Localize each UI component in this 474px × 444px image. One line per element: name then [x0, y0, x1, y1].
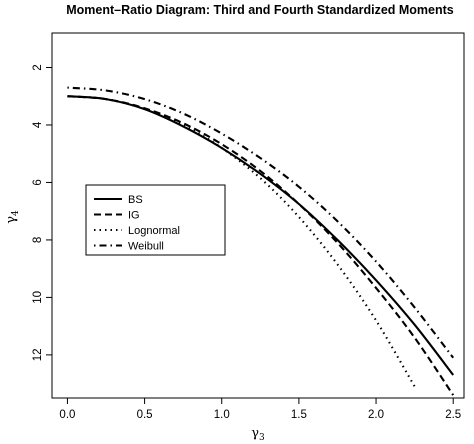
legend-label-ig: IG	[128, 210, 140, 222]
y-tick-label: 6	[32, 179, 44, 185]
y-tick-label: 8	[32, 237, 44, 243]
y-tick-label: 10	[32, 291, 44, 304]
y-tick-label: 2	[32, 64, 44, 70]
y-axis-label: γ4	[4, 210, 21, 224]
y-tick-label: 4	[32, 121, 44, 128]
y-tick-label: 12	[32, 348, 44, 361]
plot-frame	[51, 32, 465, 399]
x-tick-label: 0.0	[59, 409, 75, 421]
x-tick-label: 1.0	[214, 409, 230, 421]
legend-box	[85, 184, 226, 256]
chart-title: Moment–Ratio Diagram: Third and Fourth S…	[66, 3, 454, 17]
x-axis: 0.0 0.5 1.0 1.5 2.0 2.5	[59, 398, 461, 421]
x-tick-label: 2.0	[368, 409, 384, 421]
series-line-weibull	[67, 86, 455, 359]
y-axis: 2 4 6 8 10 12	[32, 64, 52, 361]
series-line-ig	[67, 95, 455, 396]
x-tick-label: 2.5	[445, 409, 461, 421]
x-tick-label: 1.5	[291, 409, 307, 421]
x-axis-label: γ3	[251, 426, 265, 443]
x-tick-label: 0.5	[137, 409, 153, 421]
legend-label-bs: BS	[128, 194, 143, 206]
series-layer	[67, 86, 455, 396]
legend-label-weibull: Weibull	[128, 241, 164, 253]
legend: BS IG Lognormal Weibull	[85, 184, 226, 256]
legend-label-lognormal: Lognormal	[128, 225, 180, 237]
